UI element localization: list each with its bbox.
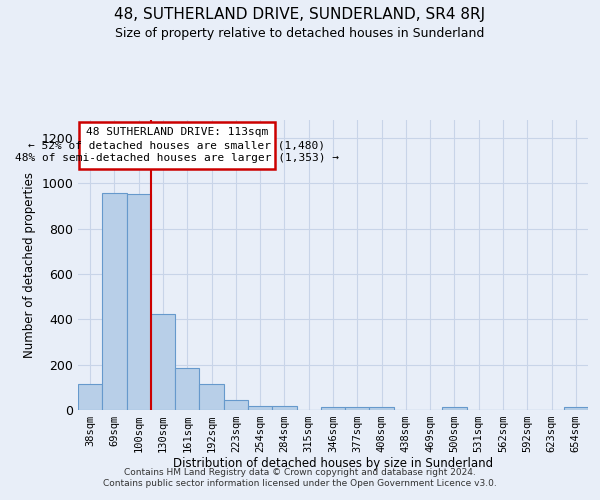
Bar bbox=[175, 368, 199, 410]
Text: Distribution of detached houses by size in Sunderland: Distribution of detached houses by size … bbox=[173, 458, 493, 470]
Bar bbox=[442, 408, 467, 410]
Bar bbox=[370, 408, 394, 410]
Bar bbox=[564, 408, 588, 410]
Bar bbox=[224, 400, 248, 410]
Bar bbox=[272, 406, 296, 410]
Text: 48 SUTHERLAND DRIVE: 113sqm: 48 SUTHERLAND DRIVE: 113sqm bbox=[86, 128, 268, 138]
Y-axis label: Number of detached properties: Number of detached properties bbox=[23, 172, 36, 358]
Bar bbox=[127, 194, 151, 410]
FancyBboxPatch shape bbox=[79, 122, 275, 168]
Text: Size of property relative to detached houses in Sunderland: Size of property relative to detached ho… bbox=[115, 28, 485, 40]
Text: 48% of semi-detached houses are larger (1,353) →: 48% of semi-detached houses are larger (… bbox=[15, 154, 339, 164]
Text: ← 52% of detached houses are smaller (1,480): ← 52% of detached houses are smaller (1,… bbox=[28, 140, 325, 150]
Bar bbox=[78, 384, 102, 410]
Bar bbox=[102, 192, 127, 410]
Text: Contains HM Land Registry data © Crown copyright and database right 2024.
Contai: Contains HM Land Registry data © Crown c… bbox=[103, 468, 497, 487]
Bar bbox=[248, 406, 272, 410]
Text: 48, SUTHERLAND DRIVE, SUNDERLAND, SR4 8RJ: 48, SUTHERLAND DRIVE, SUNDERLAND, SR4 8R… bbox=[115, 8, 485, 22]
Bar bbox=[151, 314, 175, 410]
Bar bbox=[321, 408, 345, 410]
Bar bbox=[345, 408, 370, 410]
Bar bbox=[199, 384, 224, 410]
